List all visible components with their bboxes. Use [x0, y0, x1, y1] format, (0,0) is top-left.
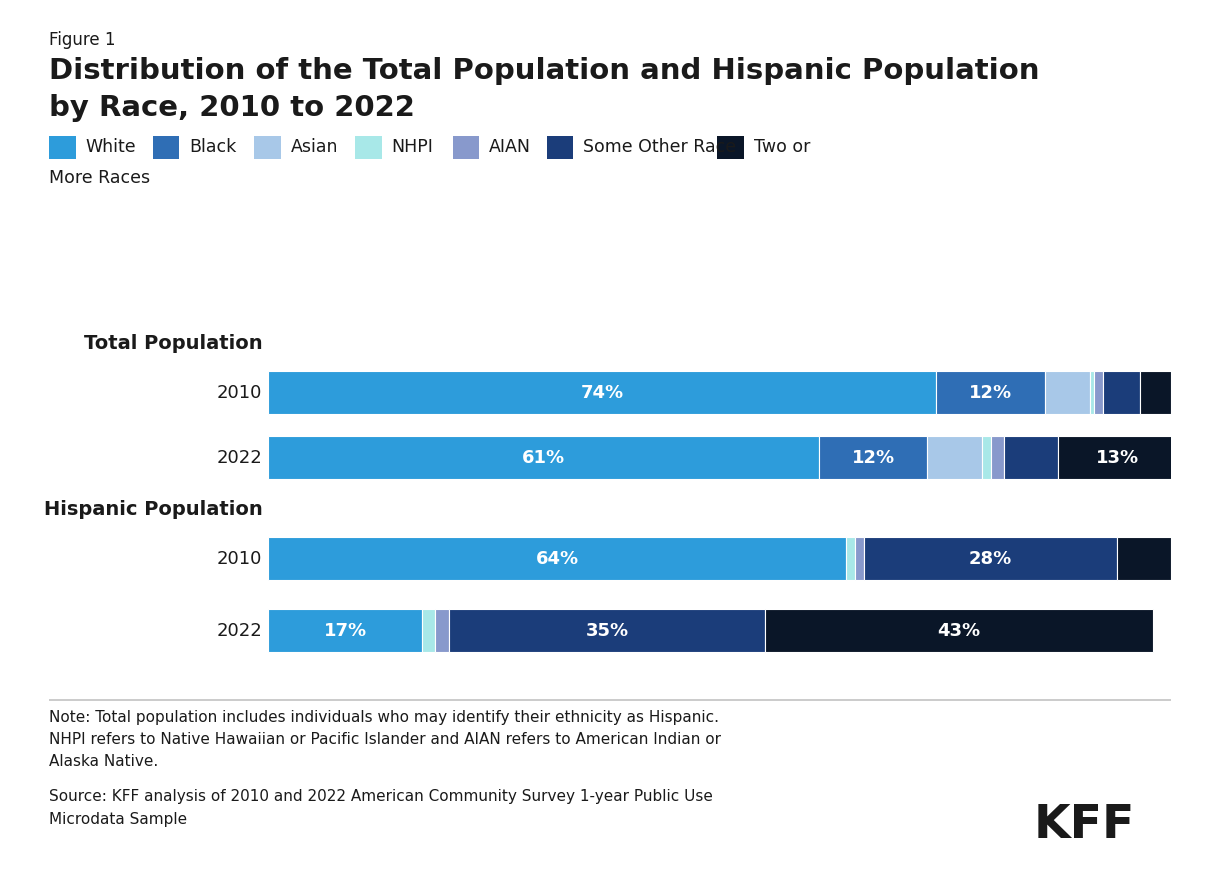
- Text: 35%: 35%: [586, 622, 628, 639]
- Bar: [1103, 371, 1139, 415]
- Text: NHPI: NHPI: [392, 138, 433, 156]
- Text: Some Other Race: Some Other Race: [583, 138, 737, 156]
- Text: KFF: KFF: [1033, 804, 1135, 848]
- Text: 74%: 74%: [581, 384, 623, 402]
- Text: 12%: 12%: [969, 384, 1013, 402]
- Bar: [1058, 436, 1176, 479]
- Text: 2022: 2022: [217, 449, 262, 467]
- Text: 2010: 2010: [217, 549, 262, 568]
- Bar: [847, 537, 855, 580]
- Bar: [449, 609, 765, 653]
- Text: More Races: More Races: [49, 169, 150, 187]
- Bar: [422, 609, 436, 653]
- Text: 17%: 17%: [323, 622, 367, 639]
- Bar: [1118, 537, 1171, 580]
- Bar: [765, 609, 1153, 653]
- Text: Two or: Two or: [754, 138, 810, 156]
- Bar: [1089, 371, 1094, 415]
- Bar: [819, 436, 927, 479]
- Text: 61%: 61%: [522, 449, 565, 467]
- Bar: [1004, 436, 1058, 479]
- Text: Source: KFF analysis of 2010 and 2022 American Community Survey 1-year Public Us: Source: KFF analysis of 2010 and 2022 Am…: [49, 789, 712, 826]
- Text: Distribution of the Total Population and Hispanic Population: Distribution of the Total Population and…: [49, 57, 1039, 86]
- Text: AIAN: AIAN: [489, 138, 531, 156]
- Bar: [1094, 371, 1103, 415]
- Bar: [927, 436, 982, 479]
- Text: 2010: 2010: [217, 384, 262, 402]
- Text: 64%: 64%: [536, 549, 578, 568]
- Bar: [268, 436, 819, 479]
- Bar: [268, 609, 422, 653]
- Text: Total Population: Total Population: [84, 334, 262, 353]
- Text: by Race, 2010 to 2022: by Race, 2010 to 2022: [49, 94, 415, 123]
- Bar: [855, 537, 864, 580]
- Text: Figure 1: Figure 1: [49, 31, 116, 49]
- Text: Note: Total population includes individuals who may identify their ethnicity as : Note: Total population includes individu…: [49, 710, 721, 769]
- Bar: [1044, 371, 1089, 415]
- Text: 12%: 12%: [852, 449, 894, 467]
- Bar: [864, 537, 1118, 580]
- Bar: [268, 371, 937, 415]
- Text: 13%: 13%: [1096, 449, 1138, 467]
- Text: 2022: 2022: [217, 622, 262, 639]
- Bar: [982, 436, 991, 479]
- Text: Black: Black: [189, 138, 237, 156]
- Bar: [991, 436, 1004, 479]
- Text: Asian: Asian: [290, 138, 338, 156]
- Bar: [937, 371, 1044, 415]
- Text: White: White: [85, 138, 135, 156]
- Bar: [1139, 371, 1171, 415]
- Text: 28%: 28%: [969, 549, 1013, 568]
- Text: Hispanic Population: Hispanic Population: [44, 500, 262, 519]
- Bar: [436, 609, 449, 653]
- Bar: [268, 537, 847, 580]
- Text: 43%: 43%: [937, 622, 981, 639]
